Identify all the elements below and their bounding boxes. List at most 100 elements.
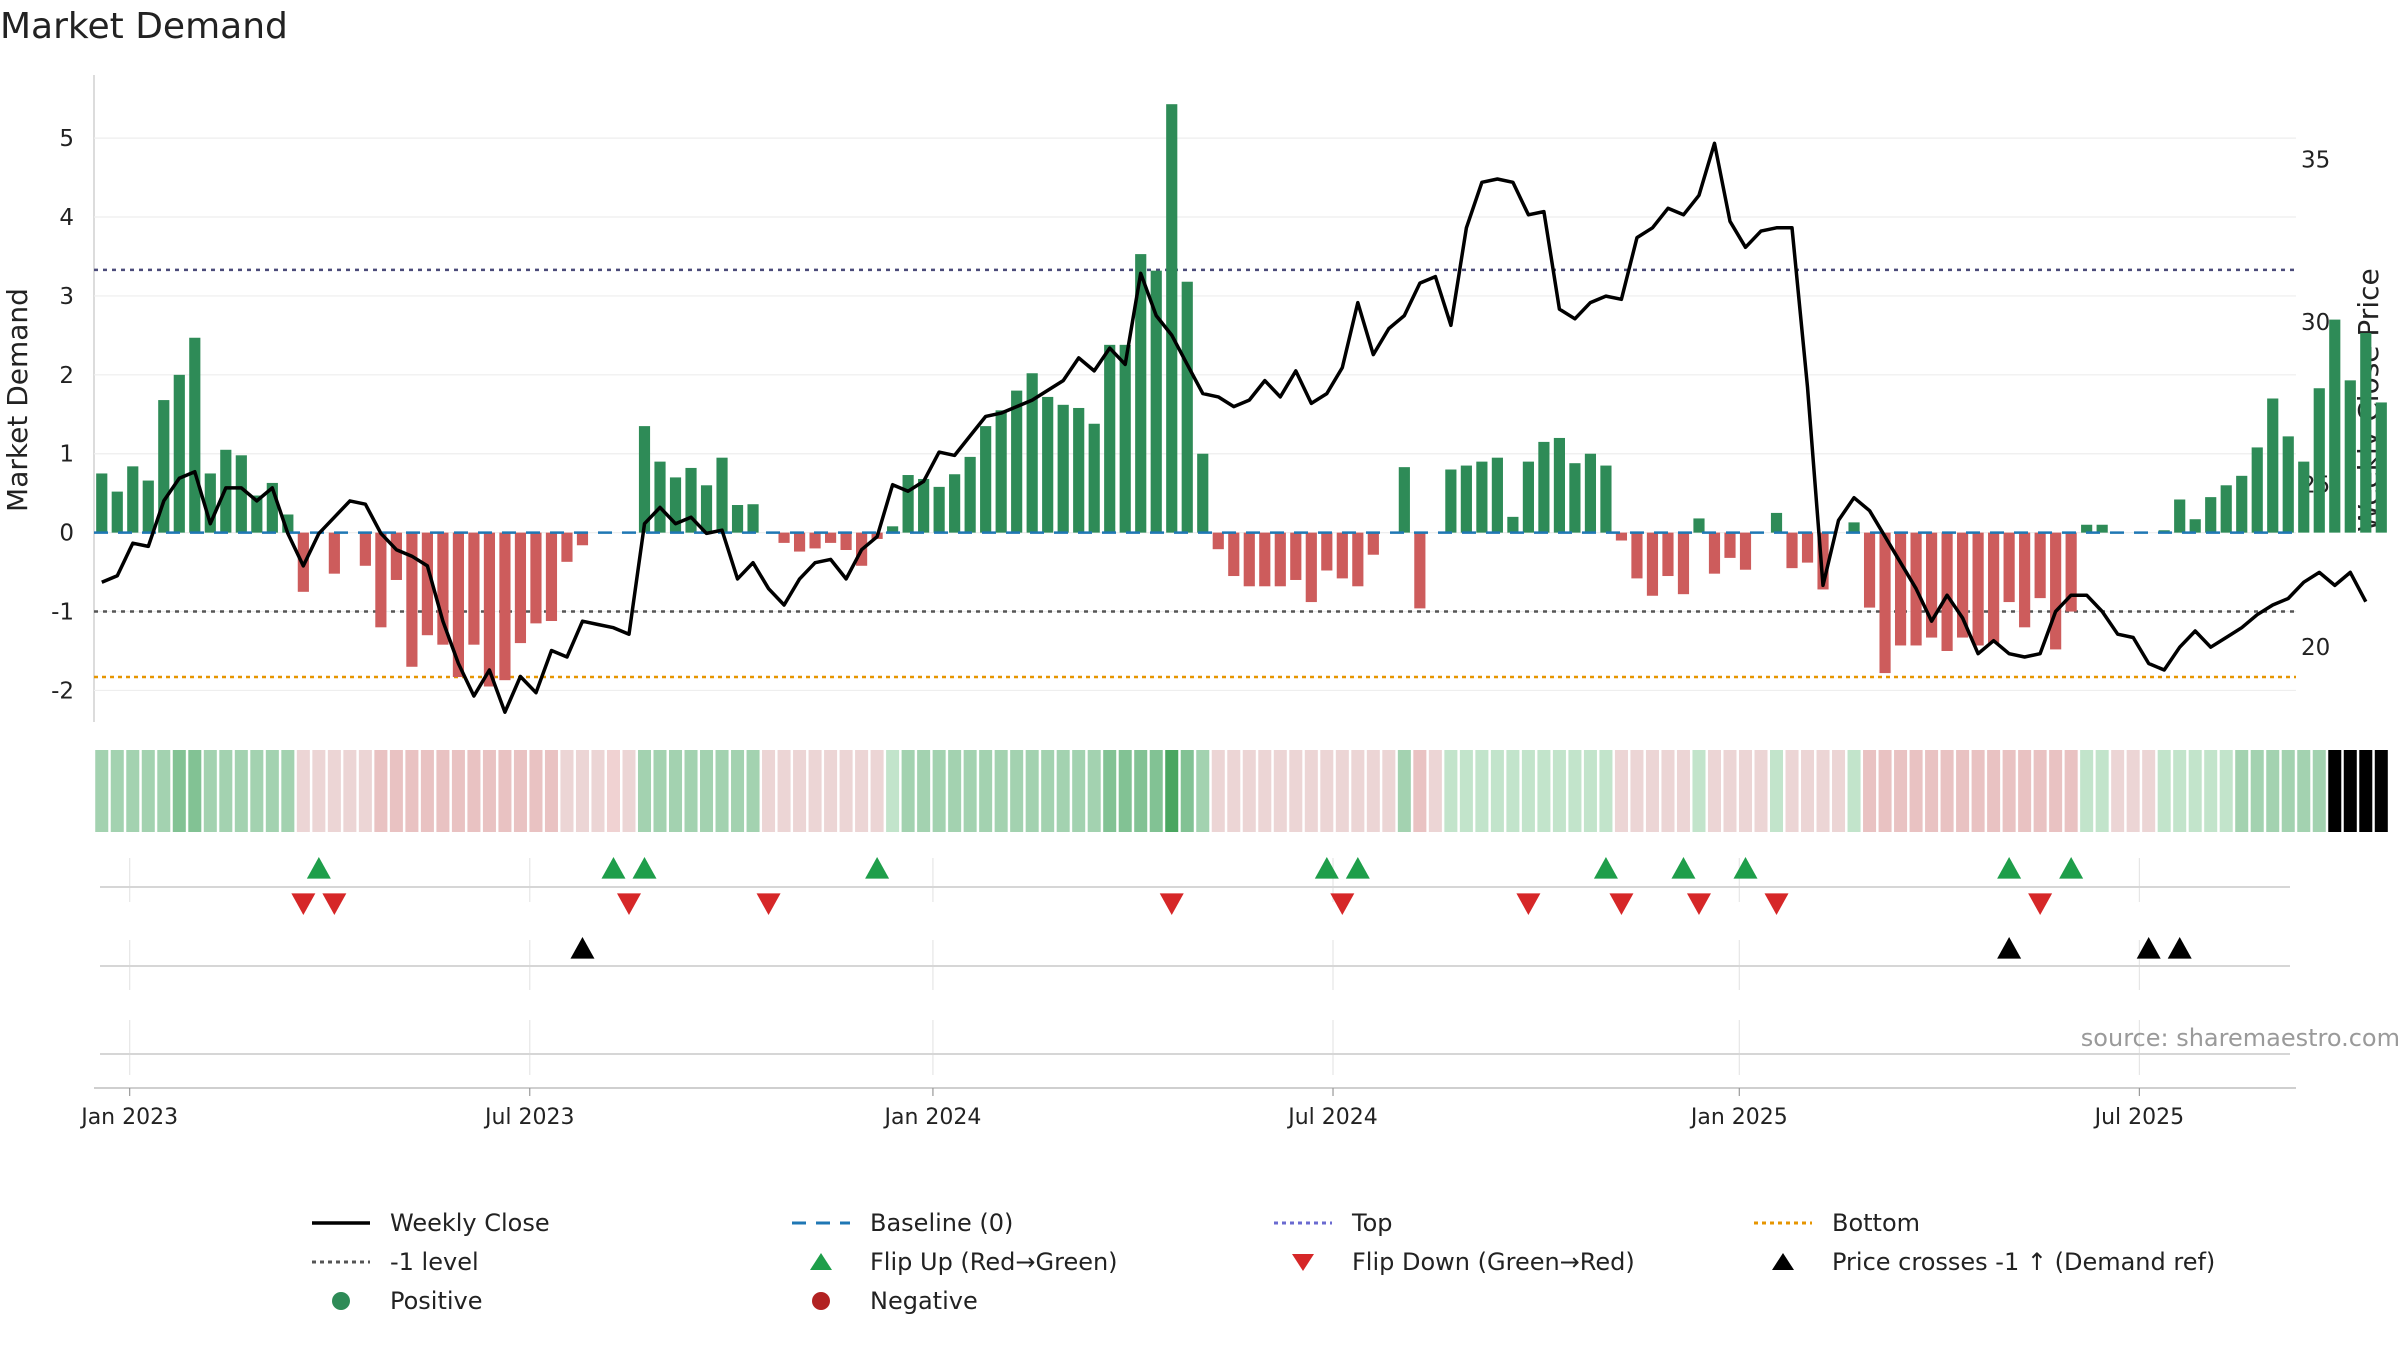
legend-label: Flip Down (Green→Red): [1352, 1248, 1635, 1276]
demand-heat-cell: [1320, 750, 1334, 832]
flip-up-marker: [1997, 857, 2022, 879]
demand-bar: [1212, 532, 1224, 550]
demand-heat-cell: [1785, 750, 1799, 832]
demand-bar: [669, 477, 682, 533]
demand-bar: [793, 532, 806, 552]
price-cross-marker: [2136, 937, 2161, 959]
demand-heat-cell: [1599, 750, 1613, 832]
flip-up-marker: [1314, 857, 1339, 879]
demand-bar: [483, 532, 496, 687]
demand-heat-cell: [963, 750, 977, 832]
demand-bar: [1290, 532, 1302, 580]
demand-bar: [266, 482, 278, 533]
demand-heat-cell: [1801, 750, 1815, 832]
demand-bar: [2034, 532, 2046, 599]
demand-bar: [96, 473, 108, 533]
demand-heat-cell: [1568, 750, 1582, 832]
demand-heat-cell: [498, 750, 512, 832]
demand-heat-cell: [1118, 750, 1132, 832]
demand-heat-cell: [1863, 750, 1877, 832]
demand-bar: [1801, 532, 1814, 563]
y-tick-label: 5: [59, 126, 74, 152]
demand-bar: [561, 532, 573, 562]
legend-label: Price crosses -1 ↑ (Demand ref): [1832, 1248, 2216, 1276]
demand-bar: [1662, 532, 1674, 577]
demand-heat-cell: [172, 750, 186, 832]
demand-bar: [375, 532, 387, 628]
demand-heat-cell: [2235, 750, 2249, 832]
demand-heat-cell: [2173, 750, 2187, 832]
legend-item: Top: [1272, 1209, 1393, 1237]
demand-heat-cell: [2188, 750, 2202, 832]
demand-heat-cell: [467, 750, 481, 832]
demand-bar: [1724, 532, 1736, 558]
demand-heat-cell: [1196, 750, 1210, 832]
y-tick-label: 0: [59, 521, 74, 547]
demand-heat-cell: [1630, 750, 1644, 832]
demand-bar: [1739, 532, 1752, 570]
demand-bar: [2220, 485, 2232, 533]
demand-bar: [1104, 344, 1116, 533]
x-tick-label: Jan 2025: [1689, 1105, 1788, 1130]
flip-down-marker: [322, 893, 347, 915]
source-note: source: sharemaestro.com: [2080, 1024, 2400, 1052]
legend-dotted-line-icon: [1752, 1211, 1814, 1235]
demand-heat-cell: [405, 750, 419, 832]
demand-bar: [2019, 532, 2031, 628]
demand-bar: [1491, 457, 1503, 533]
demand-bar: [1926, 532, 1938, 638]
demand-bar: [545, 532, 558, 622]
x-tick-label: Jul 2024: [1286, 1105, 1378, 1130]
demand-bar: [840, 532, 852, 550]
demand-heat-cell: [312, 750, 326, 832]
demand-heat-cell: [684, 750, 698, 832]
demand-bar: [282, 514, 294, 533]
x-tick-label: Jul 2023: [483, 1105, 575, 1130]
demand-heat-cell: [265, 750, 279, 832]
demand-bar: [1615, 532, 1628, 541]
demand-bar: [1476, 461, 1488, 533]
demand-heat-cell: [110, 750, 124, 832]
demand-heat-cell: [1165, 750, 1179, 832]
demand-heat-cell: [1459, 750, 1473, 832]
demand-bar: [1553, 437, 1565, 533]
y-tick-label: 3: [59, 284, 74, 310]
demand-bar: [809, 532, 821, 549]
demand-heat-cell: [1490, 750, 1504, 832]
demand-heat-cell: [1940, 750, 1954, 832]
demand-bar: [964, 456, 976, 533]
demand-bar: [1507, 516, 1519, 533]
demand-heat-cell: [1382, 750, 1396, 832]
demand-bar: [1166, 104, 1178, 533]
flip-down-marker: [2028, 893, 2053, 915]
demand-heat-cell: [2374, 750, 2388, 832]
demand-bar: [1538, 441, 1550, 533]
demand-heat-cell: [482, 750, 496, 832]
demand-bar: [716, 457, 728, 533]
demand-heat-cell: [948, 750, 962, 832]
demand-heat-cell: [1180, 750, 1194, 832]
demand-bar: [778, 532, 790, 543]
y-tick-label: 1: [59, 442, 74, 468]
demand-bar: [2189, 519, 2201, 533]
demand-heat-cell: [2266, 750, 2280, 832]
demand-bar: [2003, 532, 2015, 603]
demand-heat-cell: [1614, 750, 1628, 832]
demand-bar: [1259, 532, 1271, 587]
demand-bar: [127, 466, 139, 533]
flip-up-marker: [2059, 857, 2084, 879]
legend-triangle-down-icon: [1272, 1250, 1334, 1274]
demand-heat-cell: [606, 750, 620, 832]
flip-up-marker: [306, 857, 331, 879]
demand-heat-cell: [2281, 750, 2295, 832]
demand-bar: [235, 455, 247, 533]
demand-heat-cell: [1428, 750, 1442, 832]
demand-heat-cell: [281, 750, 295, 832]
demand-bar: [251, 495, 263, 533]
demand-heat-cell: [141, 750, 155, 832]
demand-bar: [1941, 532, 1953, 651]
demand-bar: [421, 532, 433, 636]
demand-bar: [731, 505, 744, 533]
demand-heat-cell: [1289, 750, 1303, 832]
demand-bar: [1367, 532, 1379, 555]
